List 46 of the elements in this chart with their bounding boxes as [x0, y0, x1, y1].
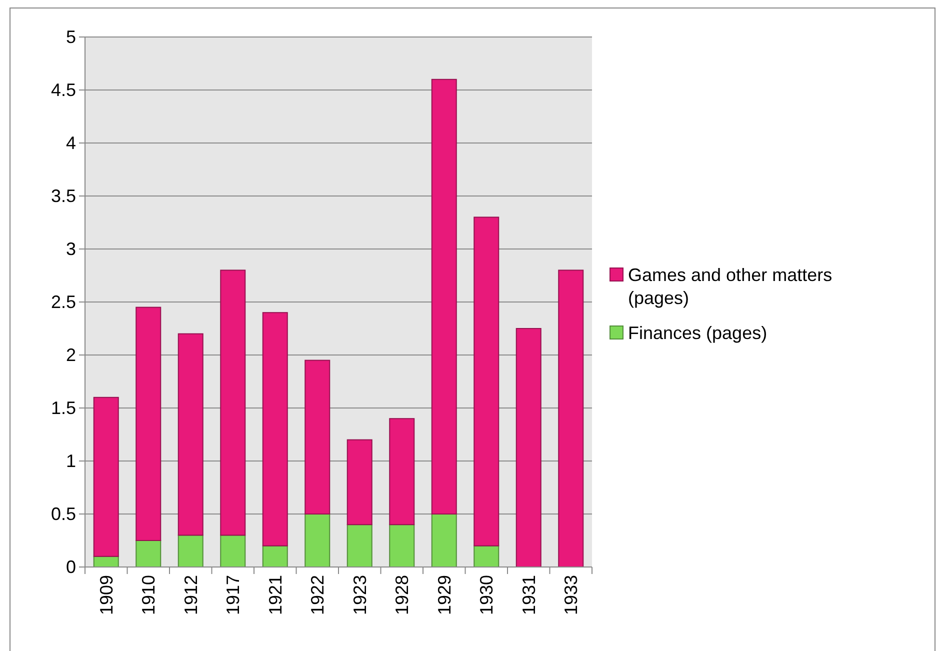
bar [431, 78, 457, 514]
y-tick-label: 4 [66, 132, 76, 153]
bar [346, 524, 372, 568]
y-tick-label: 0.5 [50, 504, 76, 524]
bar [516, 328, 542, 568]
x-tick-label: 1921 [265, 575, 286, 616]
bar [346, 439, 372, 526]
y-tick-label: 3.5 [50, 186, 76, 206]
bar [136, 540, 162, 568]
bar [136, 306, 162, 541]
bar [220, 534, 246, 568]
bar [178, 333, 204, 536]
legend-label: Finances (pages) [628, 323, 768, 343]
bar [262, 545, 288, 568]
x-tick-label: 1928 [392, 575, 412, 616]
x-tick-label: 1931 [518, 575, 539, 616]
bar [431, 514, 457, 568]
bar [304, 360, 330, 514]
bar [220, 270, 246, 536]
bar [474, 545, 500, 568]
bar [474, 216, 500, 546]
y-tick-label: 5 [66, 26, 76, 47]
x-tick-label: 1923 [350, 575, 370, 616]
y-tick-label: 1 [66, 450, 76, 471]
bar [389, 418, 415, 526]
x-tick-label: 1930 [476, 575, 497, 616]
x-tick-label: 1917 [223, 575, 244, 616]
x-tick-label: 1910 [138, 575, 159, 616]
x-tick-label: 1933 [561, 575, 582, 616]
bar [178, 534, 204, 568]
x-tick-label: 1922 [308, 575, 328, 616]
bar [93, 396, 119, 557]
x-tick-label: 1929 [434, 575, 454, 616]
y-tick-label: 0 [66, 556, 76, 577]
x-tick-label: 1912 [180, 575, 201, 616]
bar [558, 270, 584, 568]
bar [262, 312, 288, 546]
y-tick-label: 4.5 [50, 80, 76, 100]
x-tick-label: 1909 [96, 575, 116, 616]
legend-label: Games and other matters (pages) [628, 265, 832, 308]
bar [304, 514, 330, 568]
bar [389, 524, 415, 568]
y-tick-label: 2 [66, 344, 76, 365]
y-tick-label: 1.5 [50, 398, 76, 418]
y-tick-label: 3 [66, 238, 76, 259]
y-tick-label: 2.5 [50, 292, 76, 312]
